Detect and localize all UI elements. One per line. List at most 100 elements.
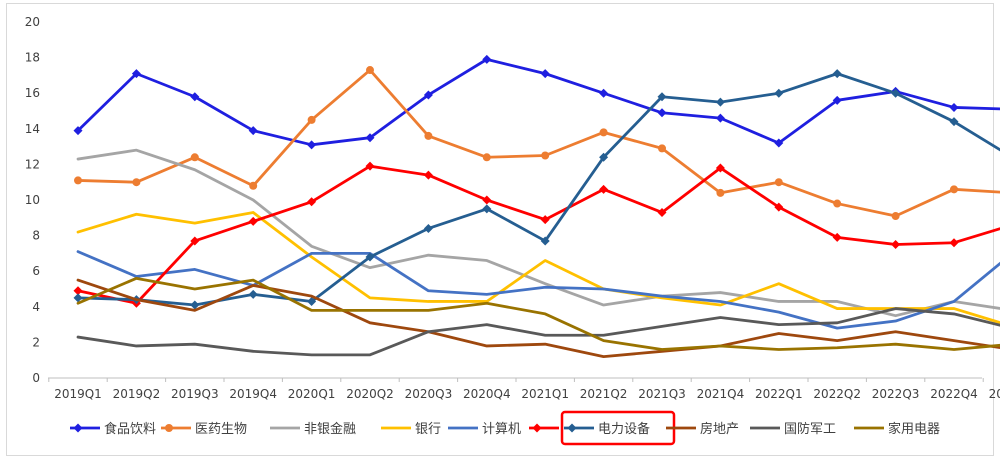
data-point xyxy=(307,115,316,124)
data-point xyxy=(423,90,433,100)
y-tick-label: 18 xyxy=(25,51,40,65)
y-tick-label: 0 xyxy=(32,371,40,385)
data-point xyxy=(599,152,609,162)
x-tick-label: 2021Q2 xyxy=(580,387,628,401)
data-point xyxy=(949,117,959,127)
chart-legend: 食品饮料医药生物非银金融银行计算机电子电力设备房地产国防军工家用电器 xyxy=(70,410,940,446)
x-tick-label: 2019Q4 xyxy=(229,387,277,401)
series-5 xyxy=(73,161,1000,308)
series-6 xyxy=(73,69,1000,310)
data-point xyxy=(307,140,317,150)
legend-swatch-marker xyxy=(165,424,173,432)
data-point xyxy=(599,128,608,137)
data-point xyxy=(658,144,666,153)
series-line xyxy=(76,250,1000,330)
legend-label: 食品饮料 xyxy=(104,421,156,437)
data-point xyxy=(657,92,667,102)
data-point xyxy=(132,178,141,187)
legend-label: 医药生物 xyxy=(195,422,247,437)
data-point xyxy=(190,153,199,162)
series-9 xyxy=(76,276,1000,351)
data-point xyxy=(832,95,842,105)
legend-label: 家用电器 xyxy=(888,421,940,437)
series-4 xyxy=(76,250,1000,330)
data-point xyxy=(774,202,784,212)
data-point xyxy=(424,131,433,140)
x-tick-label: 2020Q2 xyxy=(346,387,394,401)
data-point xyxy=(307,197,317,207)
x-tick-label: 2021Q3 xyxy=(638,387,686,401)
legend-label: 电力设备 xyxy=(598,421,650,437)
legend-label: 计算机 xyxy=(482,422,521,437)
legend-swatch-marker xyxy=(532,423,542,433)
series-3 xyxy=(76,211,1000,325)
data-point xyxy=(366,66,374,75)
data-point xyxy=(190,92,200,102)
y-tick-label: 20 xyxy=(25,15,40,29)
data-point xyxy=(540,236,550,246)
series-line xyxy=(76,276,1000,351)
y-tick-label: 2 xyxy=(32,335,40,349)
x-tick-label: 2022Q3 xyxy=(872,387,920,401)
legend-item: 计算机 xyxy=(448,422,521,437)
data-point xyxy=(541,151,550,160)
legend-label: 非银金融 xyxy=(304,421,356,437)
data-point xyxy=(833,199,842,208)
data-point xyxy=(715,163,725,173)
y-tick-label: 12 xyxy=(25,157,40,171)
data-point xyxy=(248,126,258,136)
y-tick-label: 4 xyxy=(32,300,40,314)
data-point xyxy=(190,236,200,246)
data-point xyxy=(482,54,492,64)
data-point xyxy=(657,207,667,217)
data-point xyxy=(307,296,317,306)
data-point xyxy=(716,188,725,197)
data-point xyxy=(131,69,141,79)
data-point xyxy=(950,185,958,194)
data-point xyxy=(774,138,784,148)
x-tick-label: 2020Q3 xyxy=(405,387,453,401)
series-0 xyxy=(73,54,1000,150)
data-point xyxy=(715,113,725,123)
data-point xyxy=(891,240,901,249)
data-point xyxy=(73,286,83,296)
data-point xyxy=(774,178,783,187)
chart-axes: 0 2 4 6 8 10 12 14 16 18 20 2019Q1 2019Q2 2019Q3 2019Q… xyxy=(25,15,1000,401)
data-point xyxy=(249,181,258,190)
y-tick-label: 16 xyxy=(25,86,40,100)
legend-item: 电力设备 xyxy=(560,410,676,446)
x-tick-label: 2022Q4 xyxy=(930,387,978,401)
data-point xyxy=(540,215,550,225)
legend-label: 银行 xyxy=(415,422,441,437)
data-point xyxy=(365,252,375,262)
data-point xyxy=(891,88,901,98)
x-tick-label: 2022Q2 xyxy=(813,387,861,401)
data-point xyxy=(949,238,959,248)
data-point xyxy=(949,102,959,112)
x-tick-label: 2021Q1 xyxy=(521,387,569,401)
x-tick-label: 2019Q3 xyxy=(171,387,219,401)
series-line xyxy=(76,211,1000,325)
legend-item: 非银金融 xyxy=(270,421,356,437)
series-7 xyxy=(76,278,1000,359)
data-point xyxy=(482,204,492,214)
y-tick-label: 6 xyxy=(32,264,40,278)
data-point xyxy=(832,69,842,79)
legend-swatch-marker xyxy=(73,423,83,433)
data-point xyxy=(599,184,609,194)
data-point xyxy=(248,289,258,299)
data-point xyxy=(190,300,200,310)
data-point xyxy=(73,126,83,136)
legend-label: 房地产 xyxy=(700,421,739,437)
y-tick-label: 10 xyxy=(25,193,40,207)
y-tick-label: 14 xyxy=(25,122,40,136)
legend-label: 国防军工 xyxy=(784,421,836,437)
x-tick-label: 2022Q1 xyxy=(755,387,803,401)
legend-item: 食品饮料 xyxy=(70,421,156,437)
y-tick-label: 8 xyxy=(32,229,40,243)
legend-item: 房地产 xyxy=(666,421,739,437)
series-1 xyxy=(74,66,1000,221)
data-point xyxy=(365,161,375,171)
x-tick-label: 2019Q2 xyxy=(113,387,161,401)
